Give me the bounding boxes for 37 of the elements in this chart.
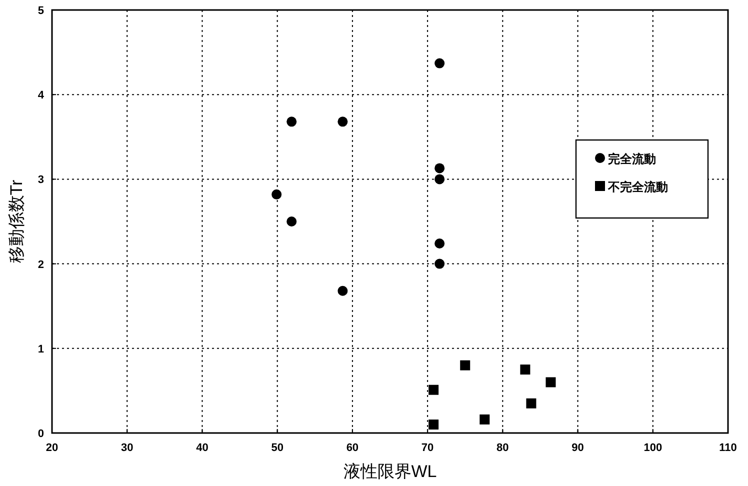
y-axis-title: 移動係数Tr: [7, 179, 26, 264]
point: [434, 174, 445, 184]
x-tick-label: 80: [496, 442, 509, 454]
point: [286, 216, 297, 226]
point: [272, 189, 282, 200]
point: [434, 58, 445, 68]
x-tick-label: 100: [644, 442, 662, 454]
point: [526, 398, 536, 408]
point: [338, 286, 348, 296]
point: [434, 258, 445, 269]
x-tick-label: 30: [120, 442, 134, 454]
x-tick-label: 20: [46, 442, 58, 454]
point: [434, 163, 445, 174]
legend-label: 不完全流動: [607, 180, 668, 194]
legend-label: 完全流動: [608, 152, 656, 166]
point: [520, 364, 530, 375]
point: [546, 377, 556, 388]
x-tick-label: 70: [421, 442, 434, 454]
point: [428, 420, 439, 430]
y-tick-label: 5: [38, 5, 44, 17]
y-tick-label: 4: [38, 90, 45, 102]
point: [338, 116, 348, 127]
y-tick-label: 2: [38, 258, 44, 271]
x-tick-label: 90: [572, 442, 584, 454]
point: [428, 384, 439, 395]
y-tick-label: 0: [38, 428, 44, 440]
point: [480, 414, 490, 424]
point: [286, 116, 297, 127]
x-tick-label: 50: [271, 442, 284, 454]
x-tick-label: 40: [196, 442, 208, 454]
y-tick-label: 1: [38, 343, 44, 356]
x-tick-label: 110: [719, 442, 737, 454]
x-axis-title: 液性限界WL: [343, 462, 437, 481]
y-tick-label: 3: [38, 174, 44, 186]
point: [460, 360, 470, 370]
x-tick-label: 60: [346, 442, 359, 454]
point: [434, 238, 445, 248]
